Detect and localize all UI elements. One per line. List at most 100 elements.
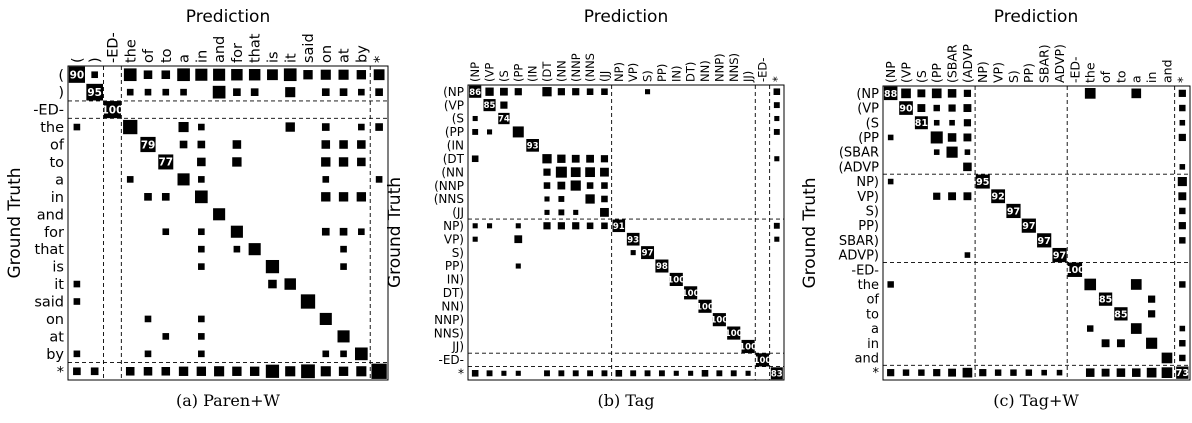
plot-frame xyxy=(67,65,389,381)
y-tick-label: (SBAR xyxy=(839,146,879,161)
heatmap-cell xyxy=(73,123,81,131)
x-tick-label: (NNP xyxy=(569,53,583,82)
heatmap-cell xyxy=(557,222,565,230)
heatmap-cell xyxy=(198,245,205,253)
x-tick-label: (VP xyxy=(483,63,497,82)
diagonal-value-label: 100 xyxy=(725,329,743,339)
x-tick-label: S) xyxy=(1006,70,1021,83)
heatmap-cell xyxy=(933,104,940,112)
heatmap-cell xyxy=(486,370,493,377)
heatmap-cell xyxy=(673,370,679,376)
heatmap-cell xyxy=(158,154,174,170)
heatmap-cell xyxy=(601,88,608,95)
diagonal-value-label: 74 xyxy=(498,115,510,125)
heatmap-cell xyxy=(357,140,366,149)
y-tick-label: NN) xyxy=(441,299,464,313)
heatmap-panel-1: 868574939193979810010010010010010010083(… xyxy=(385,7,785,410)
x-tick-label: (NP xyxy=(468,62,482,82)
heatmap-cell xyxy=(917,89,926,98)
heatmap-cell xyxy=(161,367,171,376)
heatmap-cell xyxy=(774,156,780,162)
heatmap-cell xyxy=(585,167,595,178)
heatmap-cell xyxy=(126,88,134,96)
heatmap-cell xyxy=(285,122,295,132)
heatmap-cell xyxy=(212,85,226,99)
heatmap-cell xyxy=(73,280,81,288)
heatmap-cell xyxy=(231,68,243,81)
heatmap-cell xyxy=(320,366,331,377)
y-tick-label: * xyxy=(57,364,64,380)
heatmap-cell xyxy=(930,131,943,144)
heatmap-cell xyxy=(103,101,121,119)
diagonal-value-label: 97 xyxy=(1022,221,1035,232)
heatmap-cell xyxy=(991,189,1006,204)
y-tick-label: -ED- xyxy=(851,263,879,278)
diagonal-value-label: 100 xyxy=(710,316,728,326)
heatmap-cell xyxy=(526,139,539,152)
heatmap-cell xyxy=(322,176,330,183)
x-tick-label: VP) xyxy=(626,63,640,82)
heatmap-cell xyxy=(515,370,521,376)
heatmap-cell xyxy=(586,154,594,163)
heatmap-cell xyxy=(1087,325,1094,332)
x-tick-label: to xyxy=(159,48,175,63)
x-tick-label: VP) xyxy=(991,62,1006,83)
y-tick-label: -ED- xyxy=(439,353,464,367)
diagonal-value-label: 79 xyxy=(141,139,156,151)
heatmap-cell xyxy=(1098,292,1113,306)
heatmap-cell xyxy=(178,121,189,133)
heatmap-cell xyxy=(143,367,153,376)
heatmap-cell xyxy=(963,104,972,112)
heatmap-cell xyxy=(91,71,98,79)
y-tick-label: (S xyxy=(866,116,879,131)
heatmap-cell xyxy=(123,119,138,135)
y-tick-label: (IN xyxy=(447,139,464,153)
heatmap-cell xyxy=(501,370,507,376)
y-tick-label: (PP xyxy=(445,125,464,139)
heatmap-cell xyxy=(963,119,972,127)
heatmap-cell xyxy=(375,88,383,96)
heatmap-cell xyxy=(1101,339,1110,348)
heatmap-cell xyxy=(773,102,780,109)
heatmap-cell xyxy=(773,128,780,135)
diagonal-value-label: 83 xyxy=(771,369,783,379)
x-tick-label: at xyxy=(337,48,353,63)
heatmap-cell xyxy=(572,88,580,96)
heatmap-cell xyxy=(1146,367,1157,378)
heatmap-cell xyxy=(773,222,780,229)
heatmap-cell xyxy=(198,123,205,131)
y-tick-label: by xyxy=(46,347,64,363)
y-tick-label: in xyxy=(51,190,64,206)
heatmap-cell xyxy=(358,228,365,236)
y-tick-label: (NNP xyxy=(434,179,464,193)
y-tick-label: JJ) xyxy=(451,340,464,354)
diagonal-value-label: 100 xyxy=(739,343,757,353)
diagonal-value-label: 90 xyxy=(899,103,913,114)
diagonal-value-label: 77 xyxy=(158,157,173,169)
y-tick-label: (JJ xyxy=(452,206,464,220)
heatmap-cell xyxy=(544,196,550,202)
heatmap-cell xyxy=(162,333,170,340)
heatmap-cell xyxy=(600,167,609,177)
x-tick-label: * xyxy=(1175,77,1190,83)
y-tick-label: (NN xyxy=(441,165,464,179)
heatmap-cell xyxy=(140,136,156,153)
heatmap-cell xyxy=(644,370,651,377)
heatmap-cell xyxy=(321,192,331,202)
heatmap-cell xyxy=(375,176,383,183)
diagonal-value-label: 97 xyxy=(1038,236,1051,247)
x-tick-label: (SBAR xyxy=(944,44,959,83)
heatmap-cell xyxy=(570,167,581,178)
heatmap-cell xyxy=(198,228,205,236)
heatmap-cell xyxy=(1161,352,1173,364)
heatmap-cell xyxy=(933,192,941,200)
heatmap-cell xyxy=(500,101,508,109)
x-tick-label: (S xyxy=(497,70,511,82)
heatmap-cell xyxy=(1179,354,1186,362)
heatmap-cell xyxy=(1179,207,1186,215)
heatmap-cell xyxy=(268,279,277,289)
diagonal-value-label: 100 xyxy=(101,104,123,116)
heatmap-cell xyxy=(178,366,189,376)
y-tick-label: for xyxy=(44,225,64,241)
